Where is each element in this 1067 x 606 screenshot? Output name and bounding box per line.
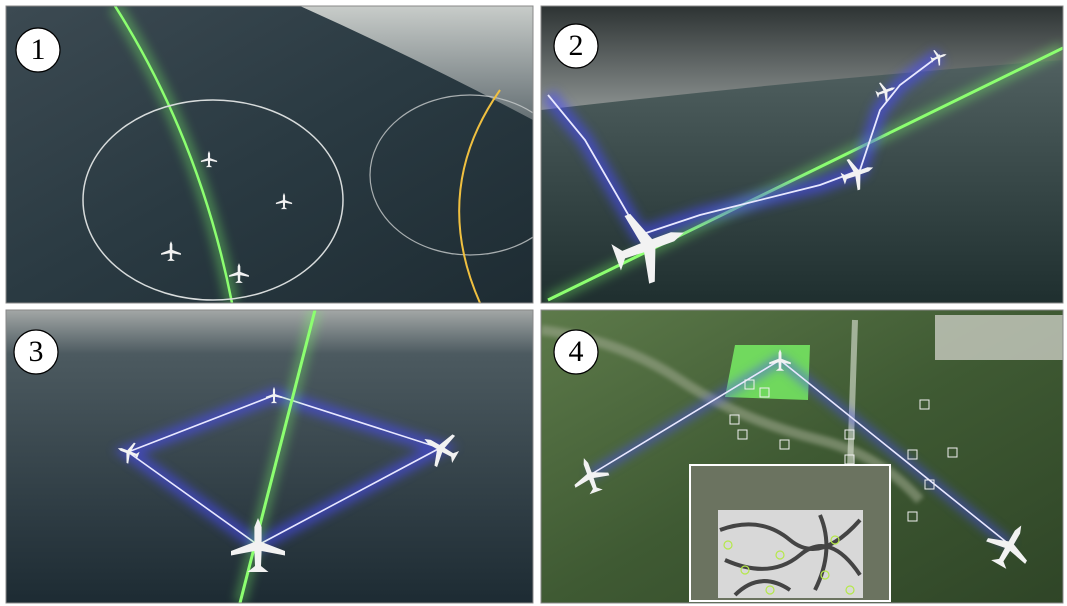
search-area [369, 94, 533, 256]
panel-4 [541, 310, 1063, 603]
panel-number: 4 [569, 335, 584, 368]
inset-detections [723, 535, 855, 595]
track [238, 310, 317, 603]
panel-number: 1 [31, 33, 46, 66]
road [847, 319, 858, 471]
route [547, 54, 941, 237]
track [547, 46, 1063, 302]
panel-1 [6, 6, 533, 303]
sky [300, 6, 533, 120]
inset-texture [719, 514, 862, 597]
track [113, 6, 234, 303]
sky [541, 6, 1063, 110]
panel-borders [5, 5, 1064, 604]
sea [6, 310, 533, 603]
badge: 1 [15, 27, 61, 73]
river [541, 325, 924, 504]
track [458, 89, 501, 303]
panel-number: 2 [569, 29, 584, 62]
detections [729, 379, 958, 522]
badge: 2 [553, 23, 599, 69]
clearing [935, 315, 1063, 360]
panel-2 [541, 6, 1063, 303]
badge: 4 [553, 329, 599, 375]
badge: 3 [13, 329, 59, 375]
search-area [82, 99, 344, 301]
panel-number: 3 [29, 335, 44, 368]
panel-3 [6, 310, 533, 603]
